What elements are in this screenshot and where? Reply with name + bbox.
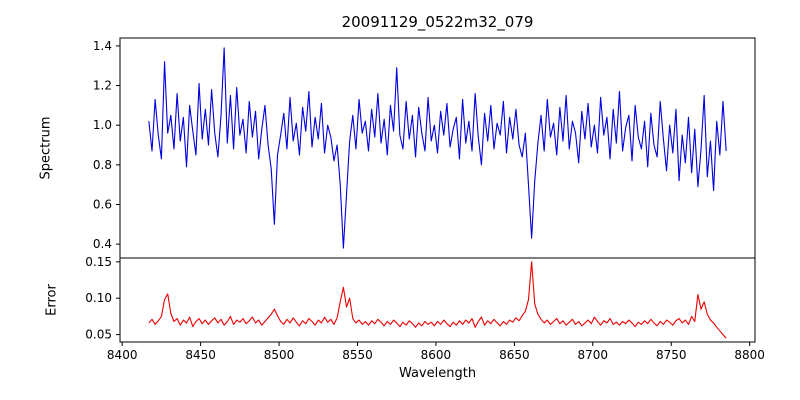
y-tick-label: 0.4 (93, 237, 112, 251)
error-line (148, 261, 727, 339)
error-series-group (148, 261, 727, 339)
y-tick-label: 0.15 (85, 255, 112, 269)
x-tick-label: 8450 (185, 348, 216, 362)
spectrum-y-ticks: 0.4 0.6 0.8 1.0 1.2 1.4 (93, 39, 120, 251)
x-tick-label: 8800 (734, 348, 765, 362)
y-tick-label: 1.0 (93, 118, 112, 132)
y-tick-label: 0.8 (93, 158, 112, 172)
x-axis-label: Wavelength (398, 366, 477, 381)
x-tick-label: 8700 (578, 348, 609, 362)
x-ticks: 8400 8450 8500 8550 8600 8650 8700 8750 8800 (107, 342, 765, 362)
y-tick-label: 0.6 (93, 197, 112, 211)
x-tick-label: 8500 (264, 348, 295, 362)
x-tick-label: 8600 (421, 348, 452, 362)
chart-title: 20091129_0522m32_079 (341, 13, 534, 31)
x-tick-label: 8650 (499, 348, 530, 362)
y-tick-label: 1.2 (93, 79, 112, 93)
spectrum-line (148, 47, 727, 249)
spectrum-series-group (148, 47, 727, 249)
x-tick-label: 8400 (107, 348, 138, 362)
y-tick-label: 0.10 (85, 291, 112, 305)
x-tick-label: 8550 (342, 348, 373, 362)
error-y-ticks: 0.05 0.10 0.15 (85, 255, 120, 342)
x-tick-label: 8750 (656, 348, 687, 362)
error-axes-frame (119, 257, 756, 343)
y-tick-label: 1.4 (93, 39, 112, 53)
y-tick-label: 0.05 (85, 328, 112, 342)
